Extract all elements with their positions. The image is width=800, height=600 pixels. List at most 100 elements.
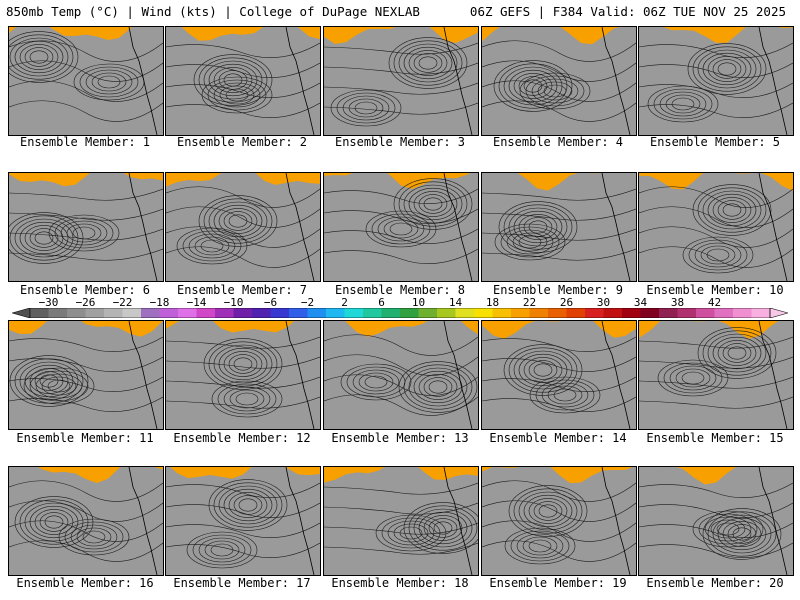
ensemble-member-label: Ensemble Member: 1 xyxy=(19,135,151,149)
colorbar-tick-label: 22 xyxy=(522,296,537,309)
run-valid-time: 06Z GEFS | F384 Valid: 06Z TUE NOV 25 20… xyxy=(469,4,786,19)
ensemble-member-label: Ensemble Member: 12 xyxy=(173,431,311,445)
colorbar-segment xyxy=(677,308,697,318)
colorbar-max-arrow xyxy=(769,308,788,318)
colorbar-segment xyxy=(215,308,234,318)
ensemble-member-label: Ensemble Member: 16 xyxy=(16,576,154,590)
ensemble-member-label: Ensemble Member: 4 xyxy=(492,135,624,149)
colorbar-tick-label: 14 xyxy=(448,296,463,309)
ensemble-member-label: Ensemble Member: 7 xyxy=(176,283,308,297)
colorbar-tick-label: −10 xyxy=(223,296,244,309)
colorbar-segment xyxy=(30,308,49,318)
colorbar-segment xyxy=(733,308,752,318)
ensemble-member-label: Ensemble Member: 3 xyxy=(334,135,466,149)
colorbar-segment xyxy=(751,308,771,318)
colorbar-strip xyxy=(12,308,788,318)
colorbar-tick-label: −2 xyxy=(300,296,315,309)
colorbar-segment xyxy=(659,308,678,318)
ensemble-member-map xyxy=(323,26,479,136)
colorbar-segment xyxy=(529,308,549,318)
ensemble-member-map xyxy=(323,172,479,282)
colorbar-segment xyxy=(307,308,327,318)
ensemble-member-map xyxy=(481,172,637,282)
colorbar-segment xyxy=(159,308,179,318)
ensemble-member-map xyxy=(165,26,321,136)
colorbar-segment xyxy=(437,308,456,318)
colorbar-segment xyxy=(455,308,475,318)
colorbar-tick-label: 10 xyxy=(411,296,426,309)
colorbar-segment xyxy=(622,308,641,318)
ensemble-member-map xyxy=(165,320,321,430)
ensemble-member-map xyxy=(638,172,794,282)
ensemble-member-map xyxy=(481,26,637,136)
colorbar-tick-label: 18 xyxy=(485,296,500,309)
colorbar-tick-label: −26 xyxy=(75,296,96,309)
colorbar-segment xyxy=(492,308,512,318)
colorbar-tick-label: 42 xyxy=(707,296,722,309)
colorbar-tick-label: 38 xyxy=(670,296,685,309)
ensemble-member-label: Ensemble Member: 2 xyxy=(176,135,308,149)
colorbar-segment xyxy=(178,308,197,318)
colorbar-segment xyxy=(585,308,604,318)
colorbar-segment xyxy=(381,308,401,318)
map-title: 850mb Temp (°C) | Wind (kts) | College o… xyxy=(6,4,420,19)
colorbar-segment xyxy=(48,308,68,318)
colorbar-segment xyxy=(474,308,493,318)
colorbar-min-arrow xyxy=(12,308,31,318)
colorbar-segment xyxy=(344,308,364,318)
colorbar-segment xyxy=(196,308,216,318)
colorbar-tick-label: 30 xyxy=(596,296,611,309)
colorbar-tick-label: −6 xyxy=(263,296,278,309)
colorbar-tick-label: 34 xyxy=(633,296,648,309)
ensemble-member-map xyxy=(481,466,637,576)
colorbar-segment xyxy=(400,308,419,318)
colorbar-tick-label: −14 xyxy=(186,296,207,309)
colorbar-segment xyxy=(714,308,734,318)
ensemble-member-map xyxy=(8,172,164,282)
colorbar-segment xyxy=(640,308,660,318)
ensemble-member-label: Ensemble Member: 9 xyxy=(492,283,624,297)
colorbar-segment xyxy=(289,308,308,318)
ensemble-member-map xyxy=(323,466,479,576)
ensemble-member-map xyxy=(165,172,321,282)
ensemble-member-label: Ensemble Member: 15 xyxy=(646,431,784,445)
colorbar-tick-label: 6 xyxy=(378,296,385,309)
colorbar-segment xyxy=(326,308,345,318)
ensemble-member-label: Ensemble Member: 14 xyxy=(489,431,627,445)
ensemble-member-label: Ensemble Member: 6 xyxy=(19,283,151,297)
ensemble-member-map xyxy=(323,320,479,430)
ensemble-member-map xyxy=(481,320,637,430)
colorbar-segment xyxy=(270,308,290,318)
colorbar-segment xyxy=(104,308,123,318)
colorbar-segment xyxy=(122,308,142,318)
colorbar-tick-label: −18 xyxy=(149,296,170,309)
ensemble-member-map xyxy=(8,26,164,136)
colorbar-segment xyxy=(696,308,715,318)
ensemble-member-map xyxy=(8,320,164,430)
ensemble-member-label: Ensemble Member: 19 xyxy=(489,576,627,590)
colorbar-segment xyxy=(141,308,160,318)
ensemble-member-map xyxy=(8,466,164,576)
colorbar-tick-label: 2 xyxy=(341,296,348,309)
ensemble-member-label: Ensemble Member: 10 xyxy=(646,283,784,297)
colorbar-segment xyxy=(67,308,86,318)
ensemble-member-label: Ensemble Member: 13 xyxy=(331,431,469,445)
colorbar-segment xyxy=(418,308,438,318)
colorbar-segment xyxy=(233,308,253,318)
colorbar-segment xyxy=(252,308,271,318)
colorbar-segment xyxy=(85,308,105,318)
ensemble-member-map xyxy=(638,320,794,430)
ensemble-member-map xyxy=(638,466,794,576)
colorbar-tick-label: −30 xyxy=(38,296,59,309)
ensemble-member-map xyxy=(165,466,321,576)
ensemble-member-label: Ensemble Member: 17 xyxy=(173,576,311,590)
ensemble-member-label: Ensemble Member: 11 xyxy=(16,431,154,445)
ensemble-member-label: Ensemble Member: 8 xyxy=(334,283,466,297)
ensemble-member-label: Ensemble Member: 20 xyxy=(646,576,784,590)
colorbar-segment xyxy=(511,308,530,318)
colorbar-tick-label: 26 xyxy=(559,296,574,309)
colorbar-segment xyxy=(566,308,586,318)
ensemble-member-label: Ensemble Member: 18 xyxy=(331,576,469,590)
colorbar-segment xyxy=(603,308,623,318)
colorbar-tick-label: −22 xyxy=(112,296,133,309)
